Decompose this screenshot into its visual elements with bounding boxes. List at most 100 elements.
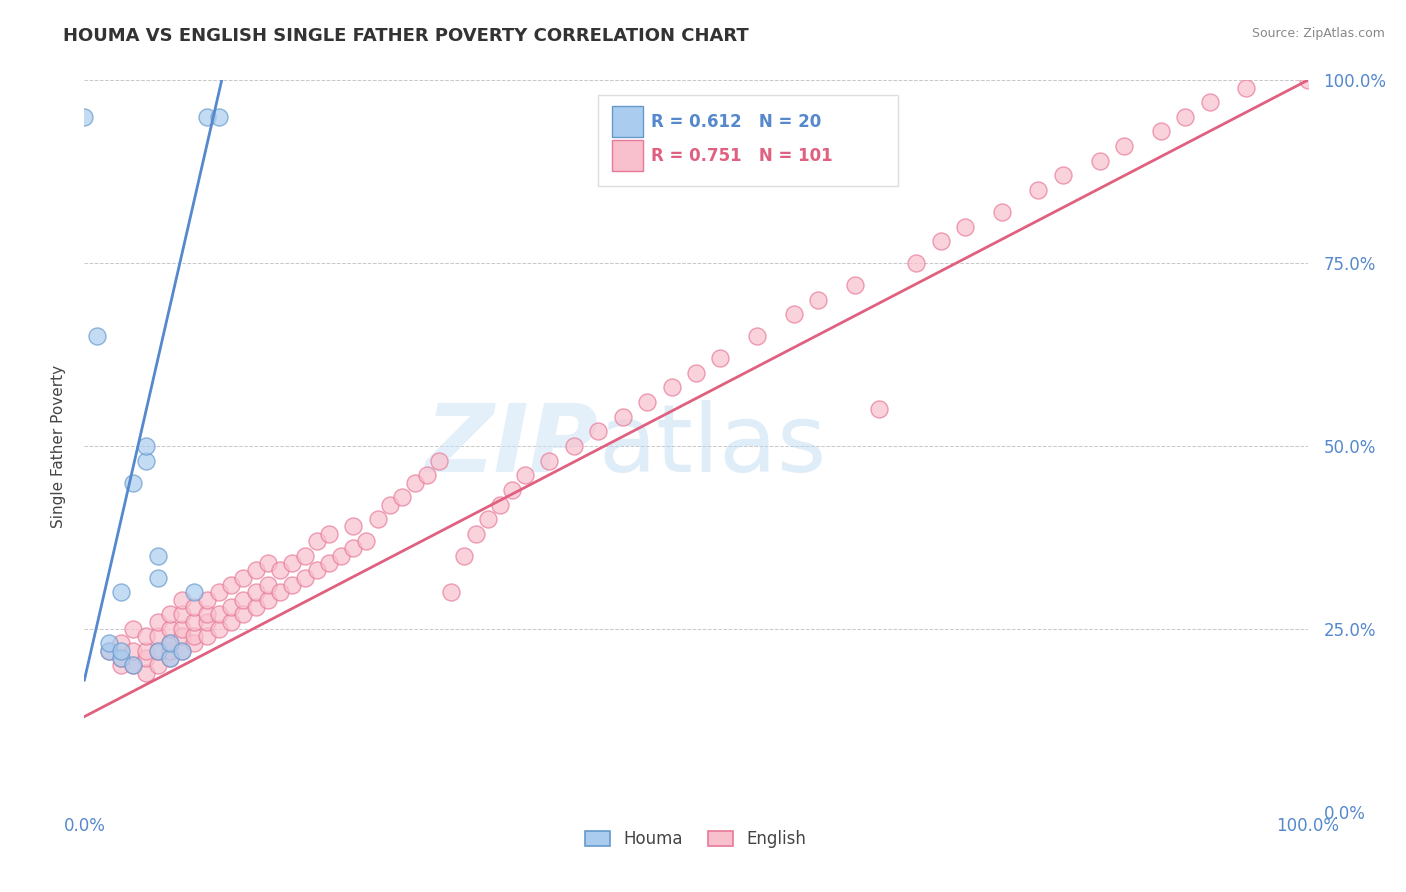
Point [219, 615, 242, 629]
Point [122, 658, 145, 673]
Point [110, 585, 132, 599]
Point [195, 110, 218, 124]
Point [122, 475, 145, 490]
Point [110, 636, 132, 650]
Point [427, 453, 450, 467]
Point [208, 585, 231, 599]
Point [269, 585, 291, 599]
Y-axis label: Single Father Poverty: Single Father Poverty [51, 365, 66, 527]
Point [73, 110, 96, 124]
Legend: Houma, English: Houma, English [579, 823, 813, 855]
FancyBboxPatch shape [612, 140, 644, 171]
Point [122, 644, 145, 658]
Point [232, 571, 254, 585]
Text: R = 0.751   N = 101: R = 0.751 N = 101 [651, 147, 832, 165]
Point [294, 549, 316, 563]
Point [135, 439, 157, 453]
Point [453, 549, 475, 563]
Point [159, 636, 181, 650]
Point [464, 526, 486, 541]
Point [232, 607, 254, 622]
Point [1150, 124, 1173, 138]
Point [709, 351, 731, 366]
Point [783, 307, 806, 321]
Point [1198, 95, 1220, 110]
Point [318, 556, 340, 570]
Point [502, 483, 524, 497]
Point [159, 607, 181, 622]
Point [245, 599, 267, 614]
Point [489, 498, 512, 512]
Point [183, 636, 205, 650]
Point [146, 629, 169, 643]
FancyBboxPatch shape [598, 95, 898, 186]
Point [122, 658, 145, 673]
Text: HOUMA VS ENGLISH SINGLE FATHER POVERTY CORRELATION CHART: HOUMA VS ENGLISH SINGLE FATHER POVERTY C… [63, 27, 749, 45]
Point [305, 563, 328, 577]
Text: Source: ZipAtlas.com: Source: ZipAtlas.com [1251, 27, 1385, 40]
Point [159, 651, 181, 665]
Point [172, 622, 194, 636]
Point [269, 563, 291, 577]
Point [538, 453, 561, 467]
Point [1296, 73, 1319, 87]
Point [1088, 153, 1111, 168]
Point [367, 512, 389, 526]
Point [636, 395, 658, 409]
Point [929, 234, 952, 248]
Point [281, 556, 304, 570]
Point [330, 549, 353, 563]
Point [195, 615, 218, 629]
Text: atlas: atlas [598, 400, 827, 492]
Point [183, 585, 205, 599]
Point [146, 644, 169, 658]
Point [1114, 139, 1136, 153]
Point [380, 498, 402, 512]
Point [146, 644, 169, 658]
Point [219, 599, 242, 614]
Point [1028, 183, 1050, 197]
Point [146, 549, 169, 563]
Point [844, 278, 866, 293]
Point [354, 534, 377, 549]
Point [172, 644, 194, 658]
Point [159, 651, 181, 665]
Point [122, 622, 145, 636]
Point [586, 425, 609, 439]
Point [747, 329, 769, 343]
Point [183, 615, 205, 629]
Point [172, 607, 194, 622]
Point [146, 571, 169, 585]
Point [1236, 80, 1258, 95]
Point [208, 110, 231, 124]
Point [612, 409, 634, 424]
Point [477, 512, 499, 526]
Point [685, 366, 707, 380]
Point [159, 644, 181, 658]
Point [257, 592, 280, 607]
Point [257, 578, 280, 592]
Point [172, 629, 194, 643]
Point [305, 534, 328, 549]
Point [208, 622, 231, 636]
Point [661, 380, 683, 394]
Text: R = 0.612   N = 20: R = 0.612 N = 20 [651, 113, 821, 131]
Point [135, 629, 157, 643]
Point [1174, 110, 1197, 124]
Point [195, 592, 218, 607]
Point [232, 592, 254, 607]
Point [807, 293, 830, 307]
Point [97, 636, 120, 650]
Point [97, 644, 120, 658]
Point [135, 651, 157, 665]
Point [146, 658, 169, 673]
Point [159, 622, 181, 636]
Point [245, 585, 267, 599]
Point [195, 607, 218, 622]
Point [404, 475, 426, 490]
Point [416, 468, 439, 483]
Point [342, 519, 364, 533]
Point [257, 556, 280, 570]
Text: ZIP: ZIP [425, 400, 598, 492]
Point [318, 526, 340, 541]
